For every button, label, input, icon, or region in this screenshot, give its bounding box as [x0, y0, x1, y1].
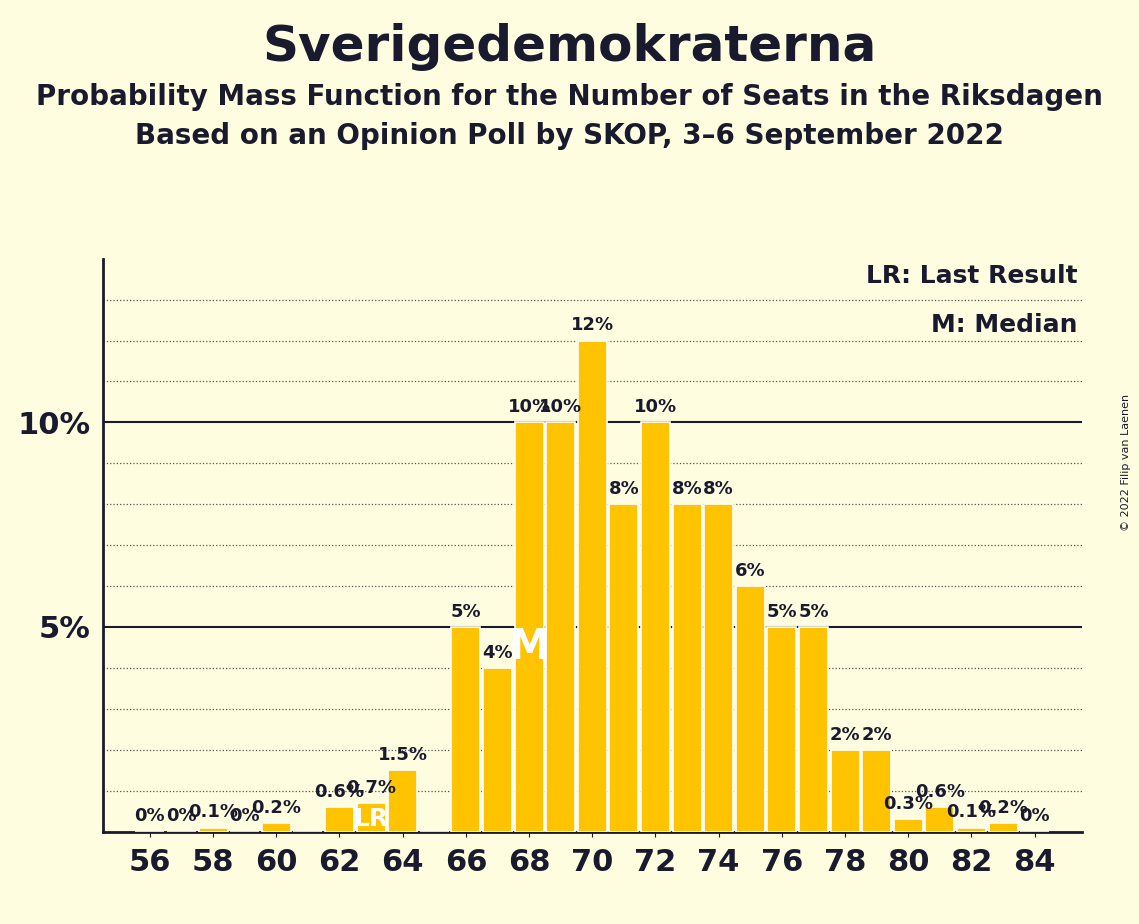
- Text: 12%: 12%: [571, 316, 614, 334]
- Text: 5%: 5%: [798, 602, 829, 621]
- Bar: [862, 749, 891, 832]
- Text: 0.1%: 0.1%: [947, 803, 997, 821]
- Text: 8%: 8%: [703, 480, 734, 498]
- Text: Probability Mass Function for the Number of Seats in the Riksdagen: Probability Mass Function for the Number…: [36, 83, 1103, 111]
- Text: 2%: 2%: [861, 725, 892, 744]
- Bar: [768, 627, 796, 832]
- Bar: [736, 586, 764, 832]
- Bar: [325, 807, 354, 832]
- Text: M: M: [508, 626, 550, 668]
- Bar: [451, 627, 481, 832]
- Bar: [925, 807, 954, 832]
- Text: Sverigedemokraterna: Sverigedemokraterna: [262, 23, 877, 71]
- Bar: [830, 749, 860, 832]
- Bar: [609, 505, 639, 832]
- Text: 0%: 0%: [166, 808, 197, 825]
- Text: 0.7%: 0.7%: [346, 779, 396, 796]
- Bar: [672, 505, 702, 832]
- Text: 0%: 0%: [1019, 808, 1050, 825]
- Text: 0.6%: 0.6%: [314, 783, 364, 801]
- Bar: [262, 823, 290, 832]
- Bar: [577, 341, 607, 832]
- Text: 2%: 2%: [829, 725, 860, 744]
- Bar: [357, 803, 386, 832]
- Text: 1.5%: 1.5%: [378, 746, 427, 764]
- Text: LR: LR: [353, 807, 388, 831]
- Text: © 2022 Filip van Laenen: © 2022 Filip van Laenen: [1121, 394, 1131, 530]
- Text: 4%: 4%: [482, 644, 513, 662]
- Text: 5%: 5%: [451, 602, 481, 621]
- Bar: [515, 422, 543, 832]
- Text: 0.6%: 0.6%: [915, 783, 965, 801]
- Bar: [388, 771, 417, 832]
- Text: 8%: 8%: [608, 480, 639, 498]
- Text: Based on an Opinion Poll by SKOP, 3–6 September 2022: Based on an Opinion Poll by SKOP, 3–6 Se…: [136, 122, 1003, 150]
- Text: 0.3%: 0.3%: [883, 796, 933, 813]
- Text: 5%: 5%: [767, 602, 797, 621]
- Text: 10%: 10%: [539, 398, 582, 416]
- Text: 10%: 10%: [508, 398, 550, 416]
- Text: 0.1%: 0.1%: [188, 803, 238, 821]
- Bar: [798, 627, 828, 832]
- Bar: [957, 828, 986, 832]
- Text: LR: Last Result: LR: Last Result: [866, 264, 1077, 288]
- Text: 10%: 10%: [634, 398, 677, 416]
- Text: 0.2%: 0.2%: [978, 799, 1029, 817]
- Bar: [894, 820, 923, 832]
- Text: 0%: 0%: [229, 808, 260, 825]
- Bar: [198, 828, 228, 832]
- Bar: [989, 823, 1017, 832]
- Text: 0.2%: 0.2%: [252, 799, 302, 817]
- Text: M: Median: M: Median: [931, 313, 1077, 337]
- Bar: [641, 422, 670, 832]
- Bar: [546, 422, 575, 832]
- Bar: [704, 505, 734, 832]
- Text: 8%: 8%: [672, 480, 703, 498]
- Text: 6%: 6%: [735, 562, 765, 580]
- Text: 0%: 0%: [134, 808, 165, 825]
- Bar: [483, 668, 513, 832]
